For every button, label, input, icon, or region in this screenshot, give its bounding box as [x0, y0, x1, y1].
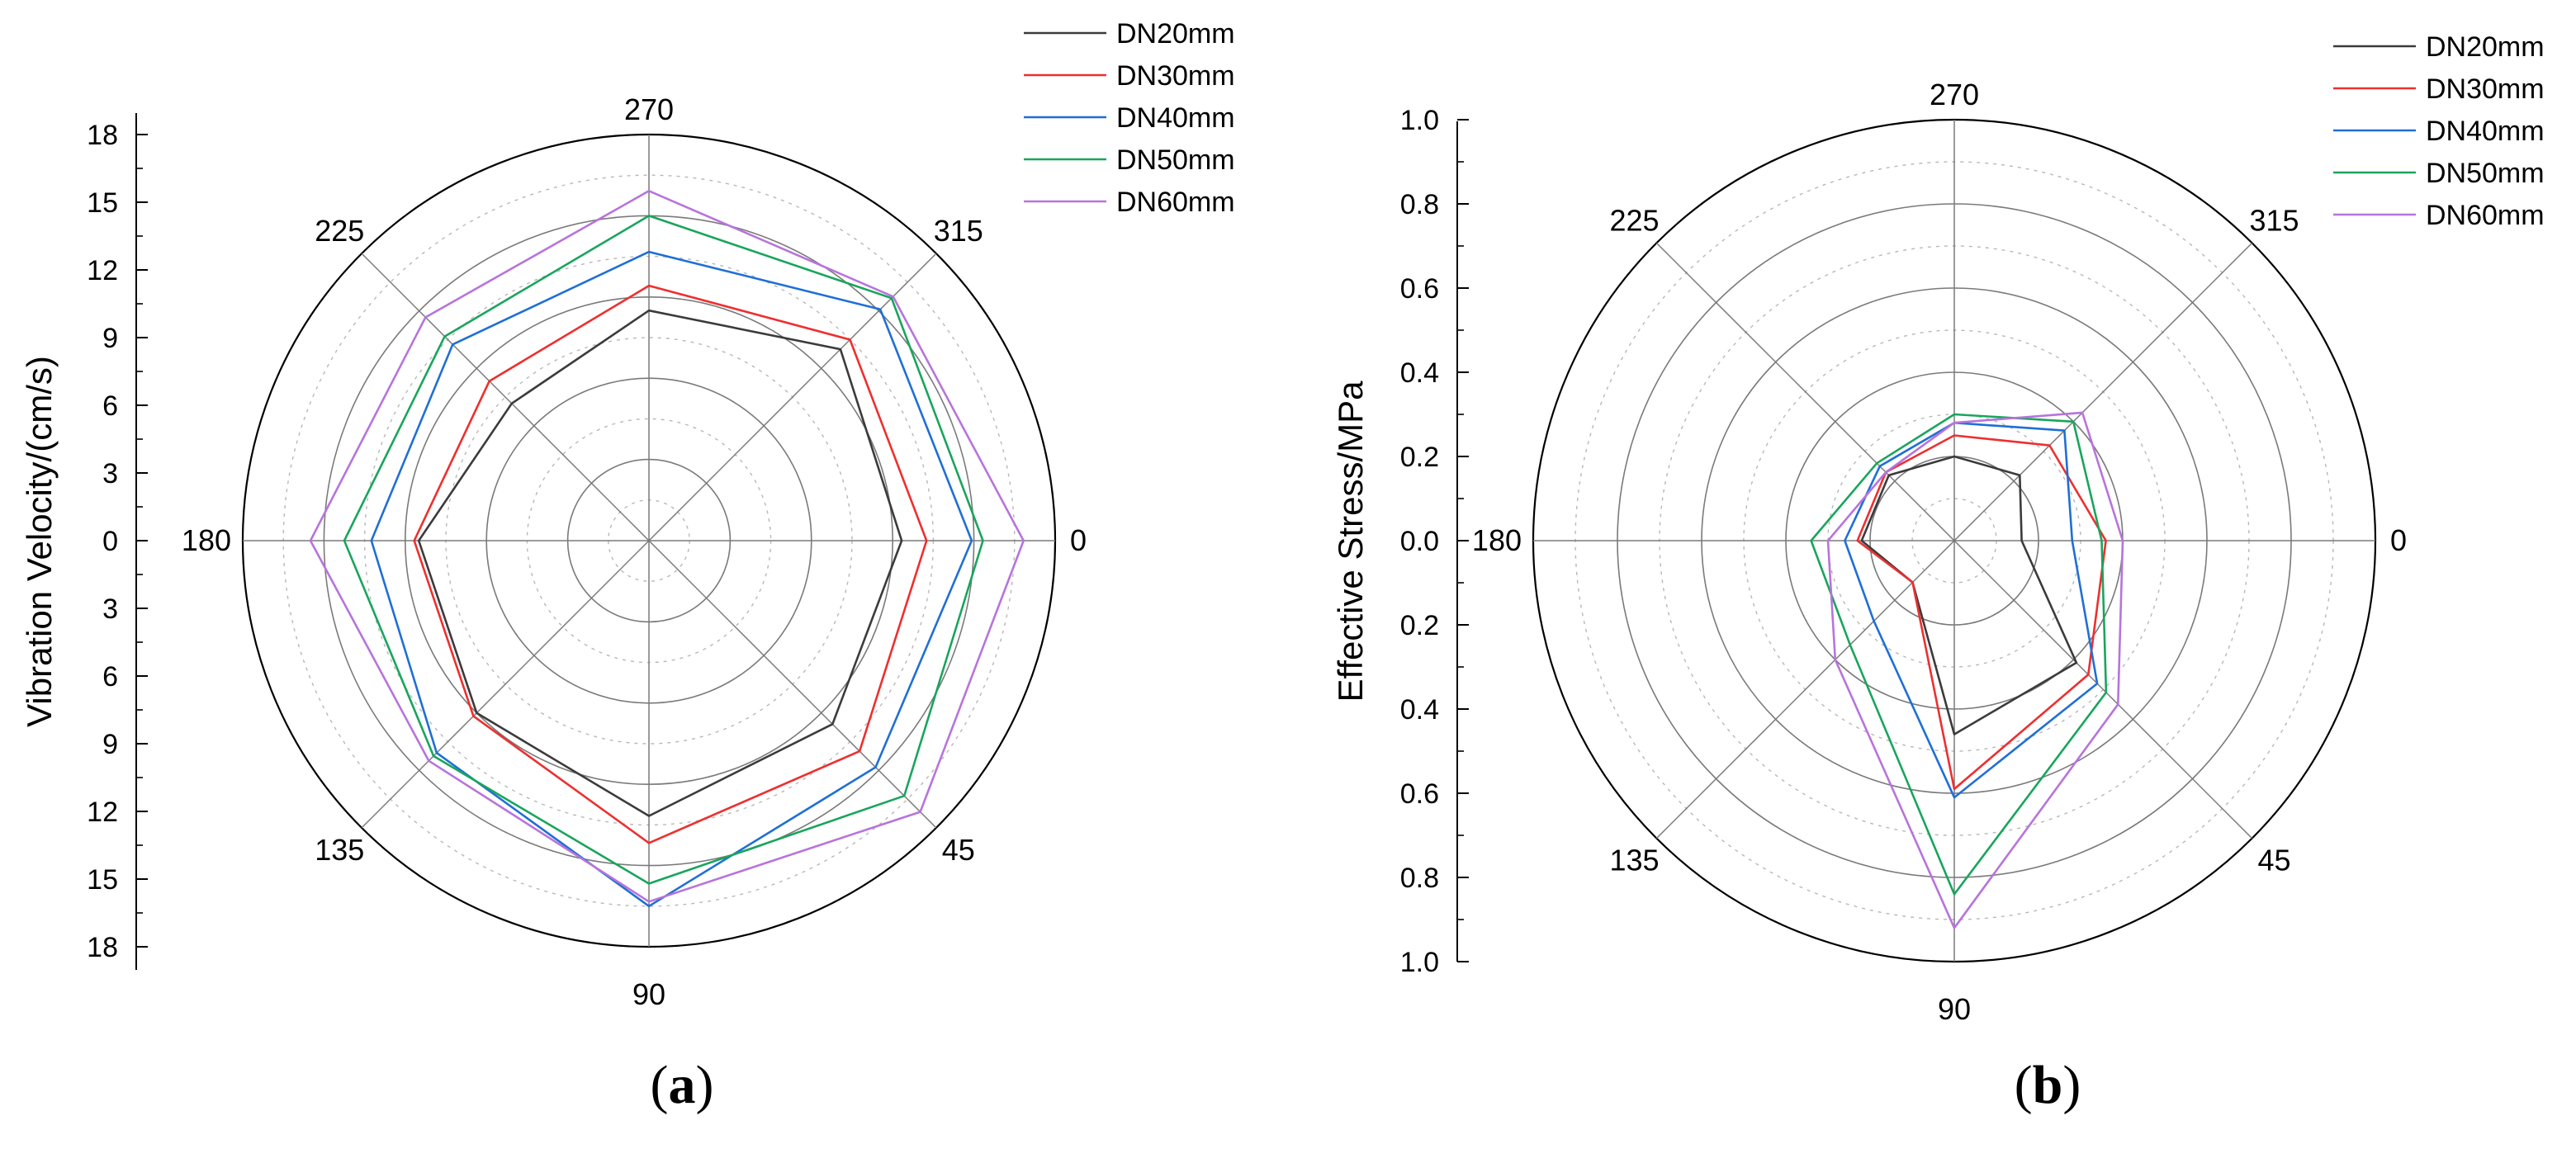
radial-spoke: [1953, 540, 2253, 839]
y-axis-label: Effective Stress/MPa: [1331, 381, 1370, 702]
radial-spoke: [648, 540, 937, 829]
radial-tick-label: 1.0: [1400, 105, 1439, 136]
series-line-dn20mm: [1860, 455, 2078, 735]
legend-label: DN60mm: [1116, 187, 1235, 218]
series-line-dn30mm: [413, 284, 928, 844]
radial-tick-label: 0.4: [1400, 357, 1439, 389]
series-line-dn20mm: [417, 309, 903, 817]
angle-label: 270: [1930, 78, 1979, 111]
chart-panel-a: 0 45 90 135 180 225 270 315 18 15 12 9 6 3 0 3 6 9 12 15 18 V…: [20, 18, 1235, 1115]
series-line-dn60mm: [1826, 411, 2124, 929]
radial-spoke: [1953, 242, 2253, 541]
angle-label: 0: [2390, 523, 2407, 557]
angle-label: 45: [2257, 843, 2290, 877]
series-line-dn50mm: [1810, 413, 2108, 896]
series-line-dn50mm: [343, 215, 984, 885]
series-line-dn40mm: [370, 250, 973, 908]
series-line-dn60mm: [309, 190, 1025, 903]
radial-tick-label: 0.4: [1400, 694, 1439, 726]
radial-tick-label: 1.0: [1400, 947, 1439, 978]
radial-tick-label: 18: [87, 932, 118, 963]
radial-tick-label: 6: [102, 661, 118, 693]
legend-label: DN60mm: [2426, 200, 2545, 231]
angle-label: 315: [934, 214, 983, 248]
radial-tick-label: 3: [102, 458, 118, 489]
radial-tick-label: 0.6: [1400, 273, 1439, 305]
chart-panel-b: 0 45 90 135 180 225 270 315 1.0 0.8 0.6 0.4 0.2 0.0 0.…: [1331, 31, 2545, 1115]
angle-label: 90: [632, 977, 665, 1011]
radial-tick-label: 9: [102, 323, 118, 354]
angle-label: 0: [1070, 523, 1087, 557]
panel-letter: a: [669, 1055, 696, 1115]
angle-label: 270: [624, 92, 674, 126]
radial-tick-label: 0.0: [1400, 526, 1439, 557]
y-axis-label: Vibration Velocity/(cm/s): [20, 356, 59, 727]
radial-spoke: [1655, 540, 1955, 839]
radial-spoke: [648, 253, 937, 541]
angle-label: 315: [2249, 204, 2299, 238]
angle-label: 135: [1609, 843, 1659, 877]
radial-tick-label: 15: [87, 187, 118, 219]
radial-tick-label: 0.2: [1400, 610, 1439, 641]
angle-label: 225: [1609, 204, 1659, 238]
series-line-dn30mm: [1856, 434, 2107, 791]
radial-spoke: [361, 253, 650, 541]
radial-tick-label: 6: [102, 390, 118, 422]
legend-label: DN50mm: [2426, 158, 2545, 189]
legend-label: DN40mm: [1116, 102, 1235, 134]
angle-label: 180: [1472, 523, 1522, 557]
panel-letter: b: [2033, 1055, 2063, 1115]
radial-tick-label: 12: [87, 797, 118, 828]
radial-tick-label: 3: [102, 593, 118, 625]
legend-label: DN40mm: [2426, 116, 2545, 147]
radial-tick-label: 12: [87, 255, 118, 286]
legend-label: DN20mm: [2426, 31, 2545, 63]
angle-label: 135: [315, 833, 364, 867]
radial-spoke: [361, 540, 650, 829]
radial-tick-label: 18: [87, 120, 118, 151]
radial-spoke: [1655, 242, 1955, 541]
panel-label: (a): [651, 1055, 714, 1115]
legend-label: DN30mm: [2426, 73, 2545, 105]
legend-label: DN20mm: [1116, 18, 1235, 50]
angle-label: 90: [1938, 992, 1971, 1026]
radial-tick-label: 0.8: [1400, 863, 1439, 894]
radial-tick-label: 0: [102, 526, 118, 557]
legend-label: DN30mm: [1116, 60, 1235, 92]
angle-label: 180: [182, 523, 231, 557]
radial-tick-label: 15: [87, 864, 118, 896]
series-line-dn40mm: [1844, 421, 2099, 799]
angle-label: 225: [315, 214, 364, 248]
radial-tick-label: 0.6: [1400, 778, 1439, 810]
legend-label: DN50mm: [1116, 144, 1235, 176]
radial-tick-label: 9: [102, 729, 118, 760]
panel-label: (b): [2015, 1055, 2081, 1115]
radial-tick-label: 0.2: [1400, 442, 1439, 473]
radial-tick-label: 0.8: [1400, 189, 1439, 220]
angle-label: 45: [942, 833, 975, 867]
